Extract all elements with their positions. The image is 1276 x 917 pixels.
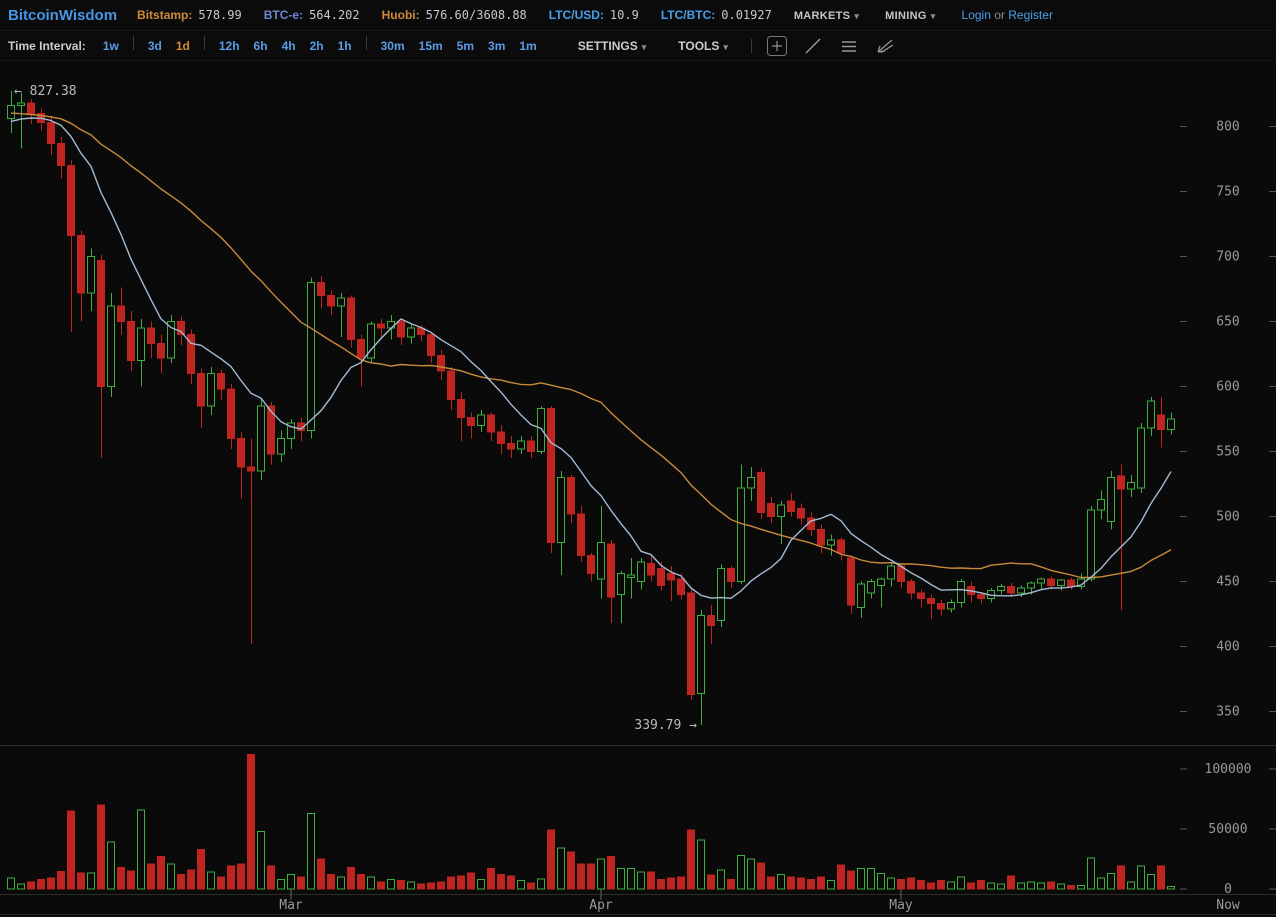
interval-30m[interactable]: 30m (380, 39, 405, 53)
toolbar-divider (750, 38, 752, 53)
ticker-bitstamp[interactable]: Bitstamp: 578.99 (137, 8, 242, 22)
horizontal-lines-tool-icon[interactable] (838, 35, 860, 57)
interval-3d[interactable]: 3d (147, 39, 162, 53)
svg-text:500: 500 (1216, 510, 1239, 525)
chevron-down-icon: ▾ (854, 11, 860, 21)
crosshair-tool-icon[interactable] (766, 35, 788, 57)
svg-text:100000: 100000 (1205, 762, 1252, 777)
interval-2h[interactable]: 2h (309, 39, 324, 53)
interval-1w[interactable]: 1w (102, 39, 119, 53)
low-price-annotation: 339.79 → (634, 718, 697, 733)
svg-text:350: 350 (1216, 705, 1239, 720)
interval-1m[interactable]: 1m (519, 39, 537, 53)
ticker-value: 10.9 (609, 8, 639, 22)
svg-text:50000: 50000 (1208, 822, 1247, 837)
svg-text:Apr: Apr (589, 898, 613, 913)
ticker-label[interactable]: BTC-e: (263, 8, 304, 22)
chart-canvas[interactable]: 800 750 700 650 600 550 500 450 400 350 100000 5000… (0, 61, 1276, 917)
interval-group-divider (365, 36, 367, 50)
ticker-label[interactable]: Huobi: (381, 8, 420, 22)
ticker-ltcusd[interactable]: LTC/USD: 10.9 (549, 8, 639, 22)
ticker-label[interactable]: LTC/USD: (548, 8, 604, 22)
ticker-ltcbtc[interactable]: LTC/BTC: 0.01927 (661, 8, 772, 22)
header-nav: MARKETS ▾ MINING ▾ (794, 6, 962, 24)
svg-text:800: 800 (1216, 120, 1239, 135)
interval-6h[interactable]: 6h (253, 39, 268, 53)
menu-tools[interactable]: TOOLS ▾ (678, 38, 728, 53)
svg-text:550: 550 (1216, 445, 1239, 460)
chart-area: 800 750 700 650 600 550 500 450 400 350 100000 5000… (0, 61, 1276, 917)
svg-text:May: May (889, 898, 913, 913)
svg-text:400: 400 (1216, 640, 1239, 655)
ticker-value: 564.202 (309, 8, 360, 22)
interval-4h[interactable]: 4h (281, 39, 296, 53)
interval-15m[interactable]: 15m (418, 39, 443, 53)
svg-text:Now: Now (1216, 898, 1240, 913)
high-price-annotation: ← 827.38 (14, 84, 77, 99)
register-link[interactable]: Register (1008, 8, 1053, 22)
ticker-btce[interactable]: BTC-e: 564.202 (264, 8, 360, 22)
ticker-value: 578.99 (198, 8, 242, 22)
auth-or-text: or (994, 8, 1005, 22)
menu-settings[interactable]: SETTINGS ▾ (577, 38, 647, 53)
svg-text:750: 750 (1216, 185, 1239, 200)
drawing-tools (759, 35, 903, 57)
header: BitcoinWisdom Bitstamp: 578.99 BTC-e: 564.2… (0, 0, 1276, 31)
nav-mining[interactable]: MINING ▾ (885, 10, 936, 22)
interval-1d[interactable]: 1d (175, 39, 190, 53)
toolbar: Time Interval: 1w 3d 1d 12h 6h 4h 2h 1h 30m 15m 5m… (0, 31, 1276, 61)
ticker-value: 576.60/3608.88 (425, 8, 527, 22)
interval-buttons: 1w 3d 1d 12h 6h 4h 2h 1h 30m 15m 5m 3m 1m (96, 36, 544, 55)
svg-text:650: 650 (1216, 315, 1239, 330)
chevron-down-icon: ▾ (723, 41, 728, 52)
chevron-down-icon: ▾ (930, 11, 936, 21)
nav-markets[interactable]: MARKETS ▾ (793, 10, 860, 22)
interval-3m[interactable]: 3m (488, 39, 506, 53)
interval-5m[interactable]: 5m (456, 39, 475, 53)
svg-text:Mar: Mar (279, 898, 303, 913)
ticker-strip: Bitstamp: 578.99 BTC-e: 564.202 Huobi: 576.60… (137, 6, 794, 24)
ticker-label[interactable]: Bitstamp: (137, 8, 193, 22)
auth-links: Login or Register (962, 8, 1053, 22)
ticker-value: 0.01927 (721, 8, 772, 22)
trendline-tool-icon[interactable] (802, 35, 824, 57)
ticker-label[interactable]: LTC/BTC: (660, 8, 716, 22)
toolbar-menus: SETTINGS ▾ TOOLS ▾ (562, 37, 744, 55)
interval-group-divider (132, 36, 134, 50)
ticker-huobi[interactable]: Huobi: 576.60/3608.88 (382, 8, 527, 22)
interval-1h[interactable]: 1h (337, 39, 352, 53)
brand-logo[interactable]: BitcoinWisdom (8, 6, 118, 24)
angle-fan-tool-icon[interactable] (874, 35, 896, 57)
svg-text:0: 0 (1224, 882, 1232, 897)
svg-text:700: 700 (1216, 250, 1239, 265)
time-interval-label: Time Interval: (8, 38, 86, 53)
svg-text:450: 450 (1216, 575, 1239, 590)
svg-text:600: 600 (1216, 380, 1239, 395)
chevron-down-icon: ▾ (641, 41, 647, 52)
interval-group-divider (203, 36, 205, 50)
login-link[interactable]: Login (961, 8, 991, 22)
interval-12h[interactable]: 12h (218, 39, 240, 53)
